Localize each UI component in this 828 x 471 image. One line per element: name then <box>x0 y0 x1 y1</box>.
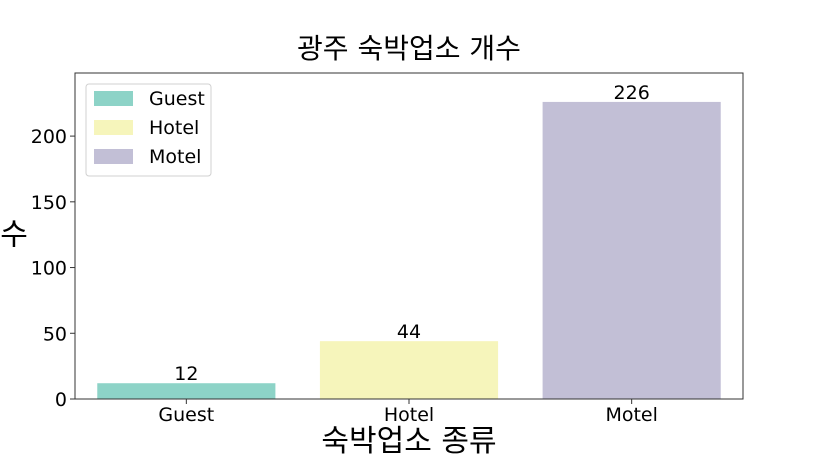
x-axis-ticks: Guest Hotel Motel <box>158 399 658 426</box>
legend-label-hotel: Hotel <box>149 117 199 139</box>
y-axis-title: 수 <box>0 218 28 253</box>
x-tick-label: Guest <box>158 404 214 426</box>
legend-label-motel: Motel <box>149 146 201 168</box>
y-tick-label: 50 <box>43 323 67 345</box>
y-tick-label: 0 <box>55 389 67 411</box>
legend-label-guest: Guest <box>149 88 205 110</box>
legend-swatch-motel <box>94 149 133 164</box>
bars-group <box>97 101 721 399</box>
bar-labels-group: 12 44 226 <box>174 82 650 385</box>
y-tick-label: 150 <box>31 192 67 214</box>
y-tick-label: 100 <box>31 258 67 280</box>
y-tick-label: 200 <box>31 126 67 148</box>
x-tick-label: Motel <box>605 404 657 426</box>
bar-value-label: 44 <box>397 321 421 343</box>
x-axis-title: 숙박업소 종류 <box>321 424 496 459</box>
bar-guest <box>97 383 276 399</box>
bar-hotel <box>319 341 499 399</box>
bar-motel <box>542 101 721 399</box>
legend-swatch-hotel <box>94 120 133 135</box>
chart-title: 광주 숙박업소 개수 <box>297 32 521 65</box>
legend-swatch-guest <box>94 91 133 106</box>
y-axis-ticks: 0 50 100 150 200 <box>31 126 75 411</box>
x-tick-label: Hotel <box>384 404 434 426</box>
bar-value-label: 12 <box>174 363 198 385</box>
bar-value-label: 226 <box>614 82 650 104</box>
legend: Guest Hotel Motel <box>85 83 212 177</box>
